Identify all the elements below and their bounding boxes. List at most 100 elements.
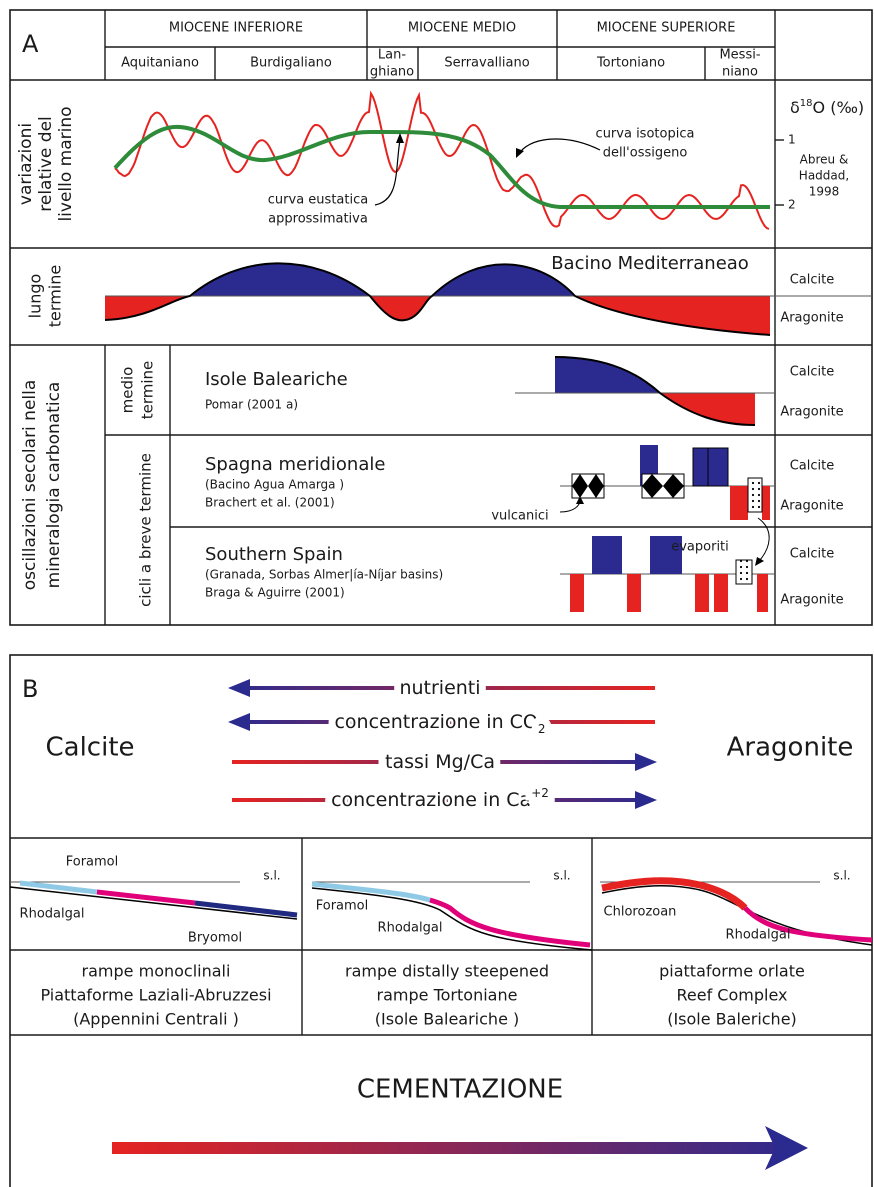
chlorozoan-segment <box>601 877 748 911</box>
medium-term-chart <box>515 356 775 426</box>
row-label: livello marino <box>56 106 76 221</box>
subtitle: (Granada, Sorbas Almer|ía-Níjar basins) <box>205 568 443 582</box>
calcite-area <box>555 357 660 393</box>
source: 1998 <box>809 185 840 199</box>
group-label: mineralogia carbonatica <box>44 382 64 589</box>
stage: Messi- <box>719 48 760 63</box>
annotation: vulcanici <box>491 509 548 524</box>
panel-a-frame <box>9 9 873 626</box>
arrow-label: nutrienti <box>399 677 480 699</box>
trend-curve <box>104 262 771 336</box>
trend-arrows <box>228 679 657 809</box>
aragonite-area <box>105 296 190 320</box>
aragonite-bar <box>757 574 768 612</box>
facies-label: Rhodalgal <box>726 928 791 943</box>
label-part: +2 <box>531 786 549 800</box>
reference: Pomar (2001 a) <box>205 398 298 412</box>
group-label: oscillazioni secolari nella <box>20 380 40 591</box>
reference: Braga & Aguirre (2001) <box>205 586 345 600</box>
profile-base <box>311 887 593 951</box>
annotation: dell'ossigeno <box>603 146 688 161</box>
volcanic-box <box>571 473 605 499</box>
period: MIOCENE MEDIO <box>408 21 516 36</box>
aragonite-label: Aragonite <box>780 593 843 608</box>
arrow-head <box>635 753 657 771</box>
calcite-bar <box>692 447 709 487</box>
pointer-arrow <box>519 138 601 153</box>
pointer-arrow <box>559 499 581 513</box>
aragonite-label: Aragonite <box>727 733 854 763</box>
label-part: O (‰) <box>813 98 865 117</box>
caption: (Appennini Centrali ) <box>73 1010 239 1029</box>
axis-tick-label: 1 <box>788 133 796 147</box>
hatch <box>642 474 684 498</box>
annotation: approssimativa <box>268 212 368 227</box>
caption: (Isole Baleriche) <box>667 1010 797 1029</box>
aragonite-label: Aragonite <box>780 405 843 420</box>
aragonite-bar <box>695 574 709 612</box>
evaporite-box <box>747 477 763 513</box>
calcite-label: Calcite <box>790 459 835 474</box>
panel-b-grid <box>9 654 873 1187</box>
stage: ghiano <box>370 65 414 80</box>
period: MIOCENE INFERIORE <box>169 21 303 36</box>
caption: (Isole Baleariche ) <box>375 1010 519 1029</box>
arrow-label: tassi Mg/Ca <box>385 751 495 773</box>
bryomol-segment <box>194 900 298 918</box>
long-term-chart <box>104 262 872 336</box>
caption: Reef Complex <box>677 986 788 1005</box>
reference: Brachert et al. (2001) <box>205 496 335 510</box>
pointer-arrow <box>757 517 770 561</box>
short-term-row-1 <box>559 445 775 520</box>
period: MIOCENE SUPERIORE <box>597 21 736 36</box>
subtitle: (Bacino Agua Amarga ) <box>205 478 344 492</box>
arrow-label: concentrazione in Ca+2 <box>331 786 549 811</box>
axis-label: δ18O (‰) <box>790 98 864 117</box>
caption: rampe distally steepened <box>345 962 549 981</box>
arrow-head <box>516 148 524 158</box>
label-part: concentrazione in Ca <box>331 789 531 811</box>
facies-label: Foramol <box>316 899 369 914</box>
arrow-head <box>765 1126 808 1170</box>
sea-level-label: s.l. <box>263 869 280 883</box>
arrow-head <box>228 713 250 731</box>
stage: niano <box>722 65 758 80</box>
facies-label: Chlorozoan <box>604 905 677 920</box>
label-part: 18 <box>800 98 813 109</box>
rhodalgal-segment <box>429 897 591 948</box>
label-part: δ <box>790 98 800 117</box>
sea-level-curves <box>113 90 784 230</box>
label-part: concentrazione in CO <box>334 711 537 733</box>
eustatic-curve <box>113 124 770 209</box>
aragonite-bar <box>627 574 641 612</box>
foramol-segment <box>311 881 431 903</box>
calcite-bar <box>650 536 682 574</box>
volcanic-box <box>641 473 685 499</box>
arrow-head <box>228 679 250 697</box>
calcite-bar <box>707 447 729 487</box>
caption: piattaforme orlate <box>659 962 805 981</box>
calcite-label: Calcite <box>790 273 835 288</box>
label-part: nutrienti <box>399 677 480 699</box>
facies-label: Foramol <box>66 855 119 870</box>
row-label: termine <box>46 265 65 327</box>
annotation: curva eustatica <box>268 193 368 208</box>
source: Abreu & <box>800 153 849 167</box>
rhodalgal-segment <box>96 889 196 906</box>
cementation-arrow <box>112 1126 808 1170</box>
calcite-label: Calcite <box>790 547 835 562</box>
panel-b-frame <box>9 654 873 1187</box>
title: Isole Baleariche <box>205 369 348 390</box>
aragonite-bar <box>714 574 728 612</box>
annotation: curva isotopica <box>596 127 695 142</box>
caption: Piattaforme Laziali-Abruzzesi <box>40 986 271 1005</box>
foramol-segment <box>19 880 98 895</box>
title: Southern Spain <box>205 544 343 565</box>
aragonite-area <box>660 393 755 425</box>
source: Haddad, <box>799 169 849 183</box>
sea-level-label: s.l. <box>553 869 570 883</box>
profile-base <box>9 886 298 920</box>
arrow-head <box>635 791 657 809</box>
